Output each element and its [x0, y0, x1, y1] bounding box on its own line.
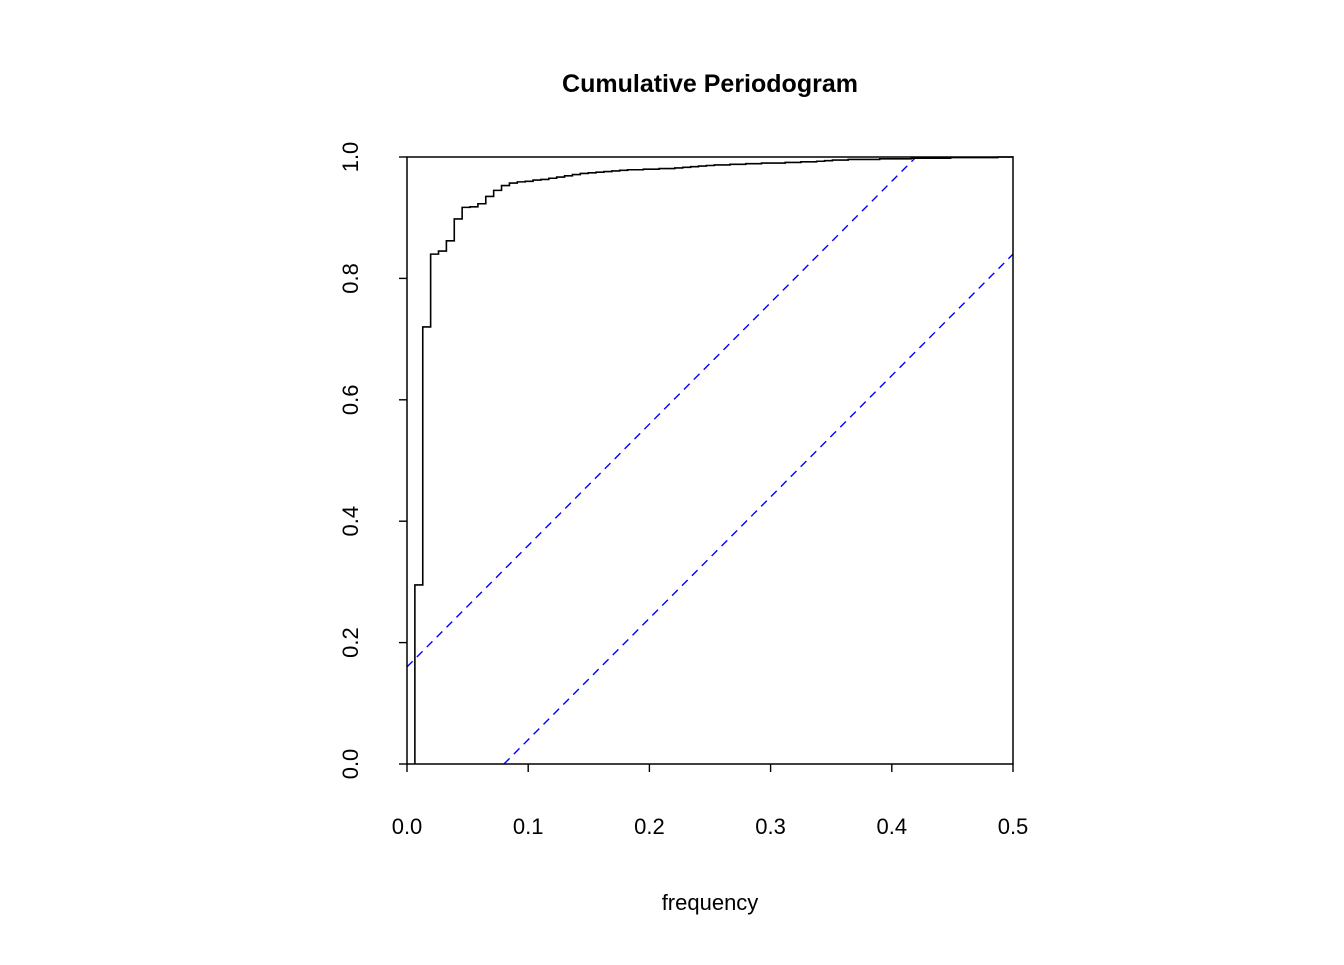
confidence-band-lower: [503, 253, 1014, 765]
x-tick-label: 0.3: [755, 814, 786, 839]
x-tick-label: 0.5: [998, 814, 1029, 839]
x-axis-label: frequency: [662, 890, 759, 915]
y-tick-label: 0.6: [338, 385, 363, 416]
confidence-band-upper: [406, 156, 917, 668]
y-tick-label: 0.0: [338, 749, 363, 780]
x-tick-label: 0.2: [634, 814, 665, 839]
periodogram-step-line: [414, 156, 1014, 764]
y-tick-label: 0.8: [338, 263, 363, 294]
y-tick-label: 0.2: [338, 627, 363, 658]
plot-box: [406, 156, 1014, 765]
x-tick-label: 0.0: [392, 814, 423, 839]
x-tick-label: 0.4: [877, 814, 908, 839]
y-tick-label: 1.0: [338, 142, 363, 173]
x-tick-label: 0.1: [513, 814, 544, 839]
chart-title: Cumulative Periodogram: [562, 70, 858, 98]
y-tick-label: 0.4: [338, 506, 363, 537]
